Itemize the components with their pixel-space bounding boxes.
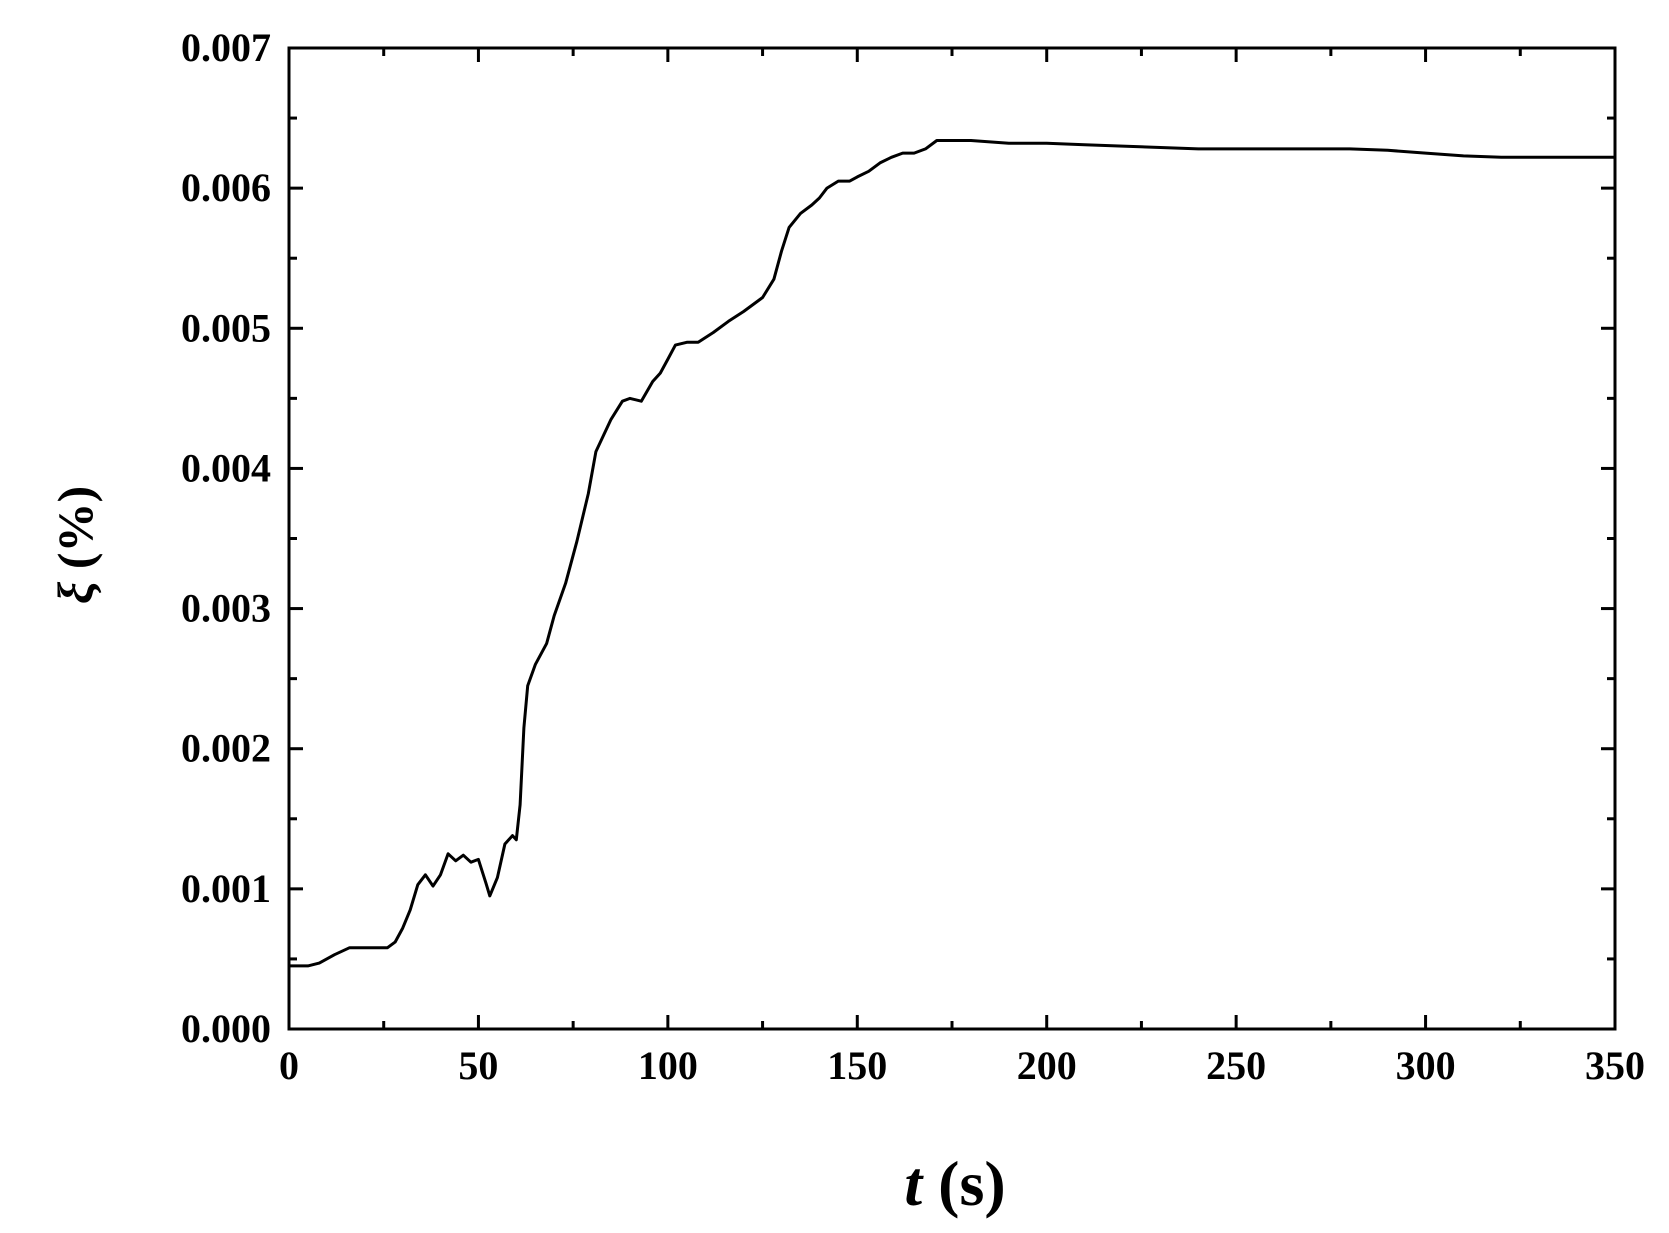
y-axis-unit: (%) <box>47 486 103 582</box>
x-tick-label: 0 <box>279 1043 299 1088</box>
y-tick-label: 0.000 <box>181 1006 271 1051</box>
y-tick-label: 0.003 <box>181 586 271 631</box>
y-axis-title: ξ (%) <box>47 486 103 604</box>
x-axis-symbol: t <box>904 1148 924 1219</box>
axis-ticks <box>287 46 1617 1031</box>
plot-frame <box>287 46 1617 1031</box>
y-tick-label: 0.007 <box>181 25 271 70</box>
x-tick-label: 200 <box>1017 1043 1077 1088</box>
y-tick-label: 0.005 <box>181 305 271 350</box>
x-axis-unit: (s) <box>922 1148 1006 1219</box>
x-tick-label: 300 <box>1396 1043 1456 1088</box>
x-tick-label: 350 <box>1585 1043 1645 1088</box>
series-line <box>289 139 1615 968</box>
x-tick-label: 50 <box>458 1043 498 1088</box>
y-tick-label: 0.002 <box>181 726 271 771</box>
y-tick-label: 0.006 <box>181 165 271 210</box>
x-tick-label: 100 <box>638 1043 698 1088</box>
y-axis-symbol: ξ <box>47 581 103 604</box>
x-axis-title: t (s) <box>904 1148 1005 1219</box>
y-tick-label: 0.004 <box>181 445 271 490</box>
y-tick-label: 0.001 <box>181 866 271 911</box>
axis-tick-labels: 0 50 100 150 200 250 300 350 0.000 0.001 0.002 0.00… <box>181 25 1645 1088</box>
x-tick-label: 150 <box>827 1043 887 1088</box>
x-tick-label: 250 <box>1206 1043 1266 1088</box>
